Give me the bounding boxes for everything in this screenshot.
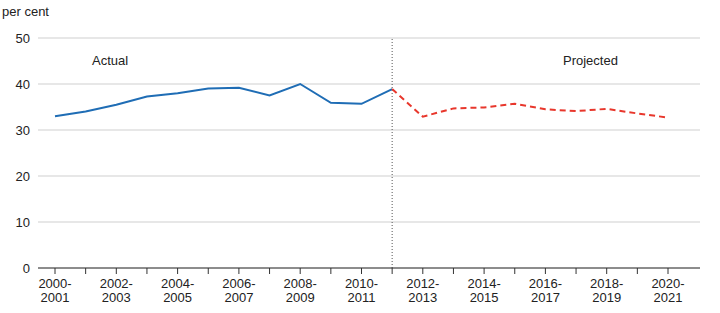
html-text:per cent: per cent (2, 4, 49, 19)
svg-text:30: 30 (16, 123, 30, 138)
svg-text:10: 10 (16, 215, 30, 230)
svg-text:2010-2011: 2010-2011 (345, 276, 378, 305)
svg-text:2016-2017: 2016-2017 (529, 276, 562, 305)
svg-text:2012-2013: 2012-2013 (406, 276, 439, 305)
svg-text:0: 0 (23, 261, 30, 276)
html-text:Actual: Actual (92, 53, 129, 68)
svg-text:2004-2005: 2004-2005 (161, 276, 194, 305)
svg-text:2018-2019: 2018-2019 (590, 276, 623, 305)
svg-text:2000-2001: 2000-2001 (38, 276, 71, 305)
svg-text:2014-2015: 2014-2015 (467, 276, 500, 305)
svg-text:2008-2009: 2008-2009 (284, 276, 317, 305)
svg-text:40: 40 (16, 77, 30, 92)
svg-text:2020-2021: 2020-2021 (651, 276, 684, 305)
svg-text:2006-2007: 2006-2007 (222, 276, 255, 305)
html-text:Projected: Projected (563, 53, 618, 68)
svg-text:20: 20 (16, 169, 30, 184)
svg-text:50: 50 (16, 31, 30, 46)
svg-text:2002-2003: 2002-2003 (100, 276, 133, 305)
